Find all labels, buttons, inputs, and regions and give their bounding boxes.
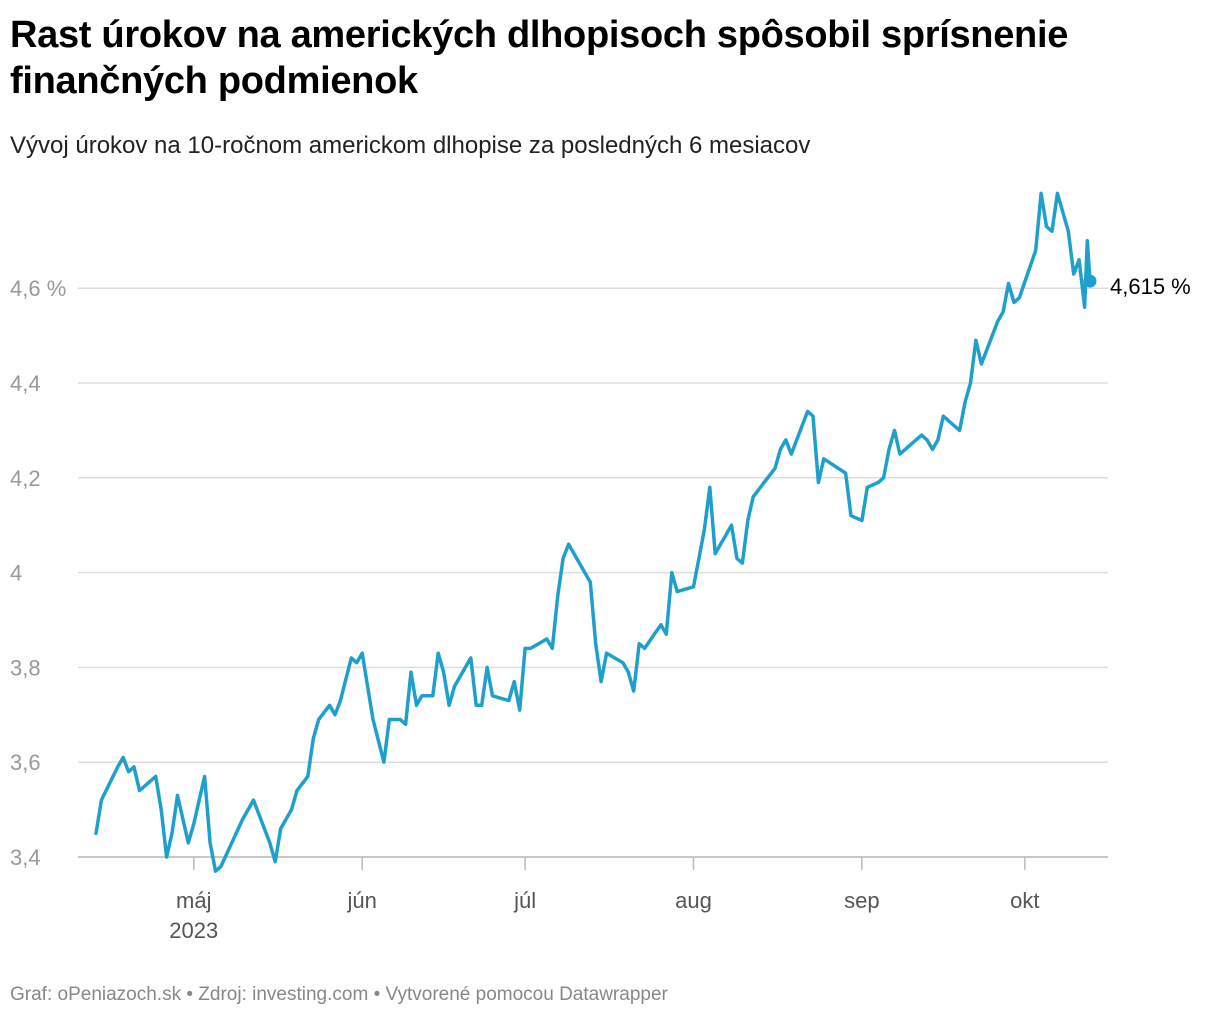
x-tick-label: sep [844,888,879,913]
chart-footer: Graf: oPeniazoch.sk • Zdroj: investing.c… [10,984,668,1005]
y-tick-label: 3,6 [10,750,41,775]
chart-title: Rast úrokov na amerických dlhopisoch spô… [10,14,1069,102]
x-tick-label: máj [176,888,211,913]
series-line [94,191,1092,873]
gridlines [78,287,1108,858]
y-tick-label: 3,8 [10,655,41,680]
chart-subtitle: Vývoj úrokov na 10-ročnom americkom dlho… [10,132,811,159]
x-tick-label: aug [675,888,712,913]
y-tick-label: 4,2 [10,466,41,491]
end-value-label: 4,615 % [1110,274,1191,299]
y-tick-label: 4,6 % [10,276,66,301]
y-tick-label: 4 [10,561,22,586]
x-tick-sublabel: 2023 [169,918,218,943]
x-axis: máj 2023 jún júl aug sep okt [78,856,1108,943]
y-axis: 3,4 3,6 3,8 4 4,2 4,4 4,6 % [10,276,66,870]
y-tick-label: 4,4 [10,371,41,396]
y-tick-label: 3,4 [10,845,41,870]
x-tick-label: júl [513,888,536,913]
series-layer: 4,615 % [94,191,1191,873]
x-tick-label: okt [1010,888,1039,913]
end-point-marker [1083,274,1097,288]
x-tick-label: jún [346,888,376,913]
line-chart: 3,4 3,6 3,8 4 4,2 4,4 4,6 % máj 2023 jún júl aug se… [10,191,1191,943]
